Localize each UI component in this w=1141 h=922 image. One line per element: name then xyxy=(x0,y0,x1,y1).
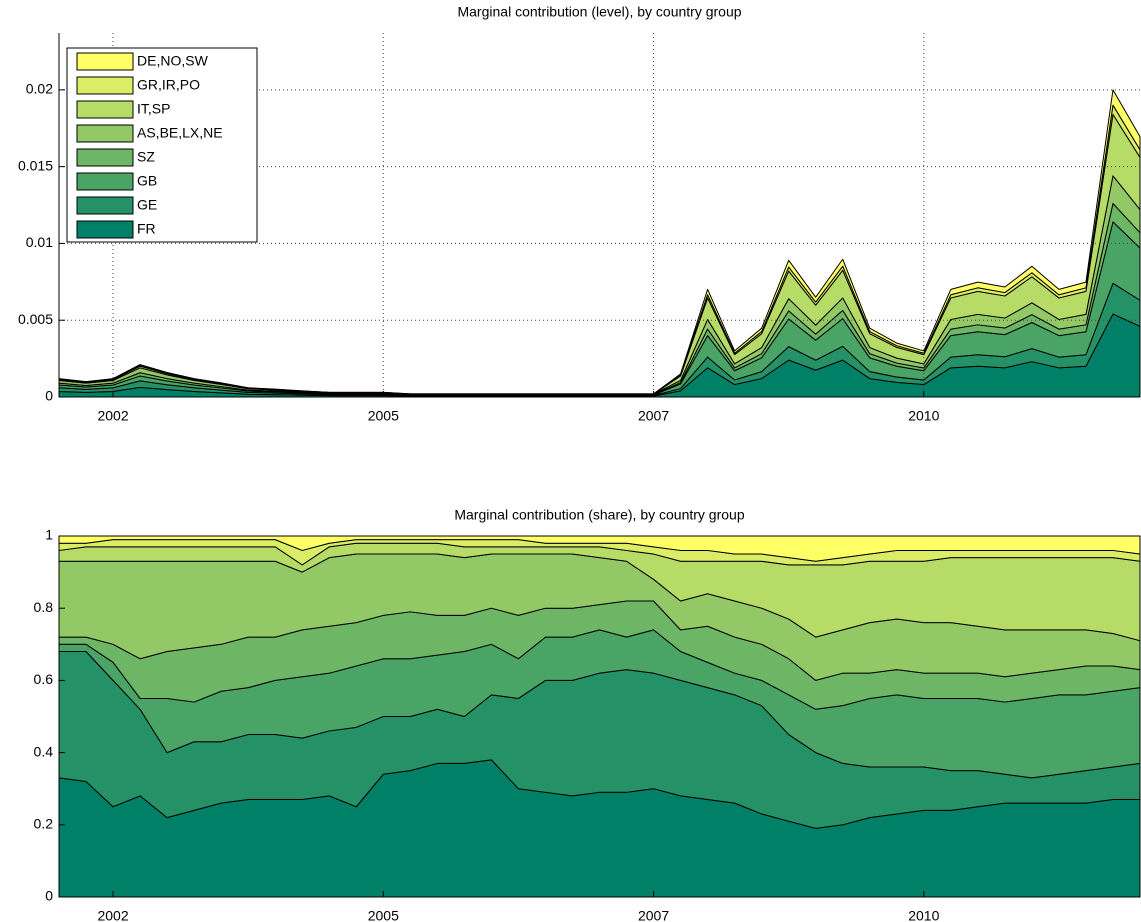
x-tick-label: 2002 xyxy=(97,408,128,424)
legend-label: GB xyxy=(137,173,157,189)
legend-swatch xyxy=(76,76,134,95)
legend-label: GE xyxy=(137,197,157,213)
legend-swatch xyxy=(76,124,134,143)
x-tick-label: 2010 xyxy=(908,908,939,922)
x-tick-label: 2007 xyxy=(638,408,669,424)
y-tick-label: 0 xyxy=(45,888,53,904)
legend-swatch xyxy=(76,148,134,167)
y-tick-label: 0.01 xyxy=(26,234,53,250)
x-tick-label: 2010 xyxy=(908,408,939,424)
legend-label: IT,SP xyxy=(137,101,170,117)
legend-swatch xyxy=(76,172,134,191)
x-tick-label: 2002 xyxy=(97,908,128,922)
x-tick-label: 2005 xyxy=(368,408,399,424)
legend-label: DE,NO,SW xyxy=(137,53,209,69)
area xyxy=(58,535,1141,562)
legend-swatch xyxy=(76,52,134,71)
legend-label: AS,BE,LX,NE xyxy=(137,125,223,141)
y-tick-label: 0.015 xyxy=(18,157,53,173)
y-tick-label: 0.4 xyxy=(34,743,54,759)
y-tick-label: 1 xyxy=(45,527,53,543)
x-tick-label: 2007 xyxy=(638,908,669,922)
x-tick-label: 2005 xyxy=(368,908,399,922)
chart-title: Marginal contribution (share), by countr… xyxy=(454,507,744,523)
y-tick-label: 0.02 xyxy=(26,81,53,97)
y-tick-label: 0.8 xyxy=(34,599,54,615)
y-tick-label: 0.2 xyxy=(34,816,54,832)
legend-label: SZ xyxy=(137,149,155,165)
legend: DE,NO,SW GR,IR,PO IT,SP AS,BE,LX,NE SZ GB GE FR xyxy=(66,47,258,243)
legend-label: FR xyxy=(137,221,156,237)
y-tick-label: 0.6 xyxy=(34,671,54,687)
area xyxy=(58,89,1141,395)
legend-swatch xyxy=(76,100,134,119)
y-tick-label: 0 xyxy=(45,388,53,404)
chart-title: Marginal contribution (level), by countr… xyxy=(457,4,741,20)
legend-label: GR,IR,PO xyxy=(137,77,200,93)
legend-swatch xyxy=(76,196,134,215)
legend-swatch xyxy=(76,220,134,239)
y-tick-label: 0.005 xyxy=(18,311,53,327)
